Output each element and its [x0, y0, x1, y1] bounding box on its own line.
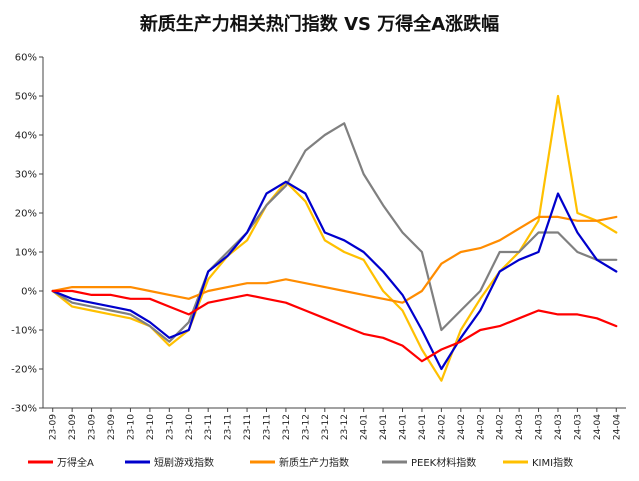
y-tick-label: -20%	[11, 365, 37, 376]
x-tick-label: 23-10	[146, 414, 156, 440]
x-tick-label: 24-03	[573, 414, 583, 440]
x-tick-label: 23-12	[340, 414, 350, 440]
x-tick-label: 23-11	[262, 414, 272, 440]
legend: 万得全A 短剧游戏指数 新质生产力指数 PEEK材料指数 KIMI指数	[28, 456, 573, 469]
x-tick-label: 24-02	[457, 414, 467, 440]
x-tick-label: 24-01	[418, 414, 428, 440]
y-tick-label: -30%	[11, 404, 37, 415]
x-tick-label: 23-11	[243, 414, 253, 440]
y-tick-label: 0%	[21, 287, 37, 298]
series-line	[51, 289, 618, 363]
legend-label: 万得全A	[57, 456, 94, 469]
x-tick-label: 23-11	[224, 414, 234, 440]
x-tick-label: 24-03	[554, 414, 564, 440]
x-tick-label: 23-09	[68, 414, 78, 440]
legend-label: PEEK材料指数	[411, 456, 476, 469]
x-tick-label: 23-09	[49, 414, 59, 440]
x-tick-label: 23-10	[165, 414, 175, 440]
x-tick-label: 24-04	[593, 414, 603, 440]
series-group	[51, 94, 618, 382]
y-tick-label: 50%	[15, 92, 37, 103]
x-tick-label: 24-02	[437, 414, 447, 440]
x-tick-label: 24-03	[515, 414, 525, 440]
legend-label: 新质生产力指数	[279, 456, 349, 469]
y-tick-label: 60%	[15, 53, 37, 64]
series-line	[51, 122, 618, 343]
x-tick-label: 24-01	[379, 414, 389, 440]
x-tick-label: 24-03	[535, 414, 545, 440]
x-tick-group: 23-09 23-09 23-09 23-09 23-10 23-10 23-10 23-10…	[49, 408, 622, 440]
x-tick-label: 23-10	[126, 414, 136, 440]
y-tick-label: -10%	[11, 326, 37, 337]
y-tick-label: 40%	[15, 131, 37, 142]
y-tick-label: 20%	[15, 209, 37, 220]
x-tick-label: 23-12	[321, 414, 331, 440]
series-line	[51, 215, 618, 304]
x-tick-label: 23-09	[107, 414, 117, 440]
legend-label: 短剧游戏指数	[154, 456, 214, 469]
legend-label: KIMI指数	[532, 456, 573, 469]
chart-title: 新质生产力相关热门指数 VS 万得全A涨跌幅	[139, 14, 500, 35]
x-tick-label: 23-12	[282, 414, 292, 440]
x-tick-label: 24-01	[399, 414, 409, 440]
x-tick-label: 23-09	[88, 414, 98, 440]
x-tick-label: 24-02	[496, 414, 506, 440]
series-line	[51, 180, 618, 371]
y-tick-label: 30%	[15, 170, 37, 181]
x-tick-label: 23-11	[204, 414, 214, 440]
y-tick-group: -30% -20% -10% 0% 10% 20% 30% 40% 50% 60%	[11, 53, 43, 415]
x-tick-label: 23-10	[185, 414, 195, 440]
y-tick-label: 10%	[15, 248, 37, 259]
x-tick-label: 24-02	[476, 414, 486, 440]
x-tick-label: 24-01	[360, 414, 370, 440]
x-tick-label: 24-04	[612, 414, 622, 440]
x-tick-label: 23-12	[301, 414, 311, 440]
